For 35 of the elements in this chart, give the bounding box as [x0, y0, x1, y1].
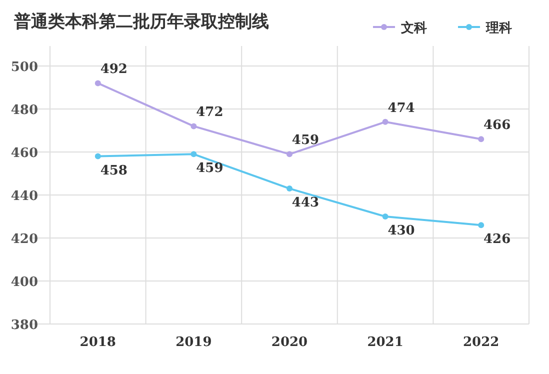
y-tick-label: 380	[10, 318, 38, 333]
point	[382, 118, 388, 125]
y-tick-label: 400	[10, 275, 38, 290]
data-label: 466	[484, 118, 511, 134]
point	[286, 151, 292, 158]
data-label: 458	[100, 163, 128, 178]
point	[94, 153, 101, 160]
legend-label: 文科	[400, 20, 427, 36]
data-label: 474	[388, 100, 415, 116]
point	[286, 186, 292, 192]
data-label: 443	[292, 196, 320, 211]
data-label: 426	[484, 232, 511, 248]
x-tick-label: 2019	[176, 335, 212, 350]
point	[94, 80, 101, 86]
data-label: 472	[196, 105, 224, 120]
y-tick-label: 440	[10, 189, 38, 204]
x-tick-label: 2020	[271, 335, 308, 350]
legend-label: 理科	[485, 21, 512, 36]
point	[478, 222, 484, 228]
data-label: 459	[196, 161, 224, 176]
x-tick-label: 2018	[80, 335, 116, 350]
data-label: 492	[100, 62, 128, 78]
data-label: 430	[388, 224, 415, 238]
x-tick-label: 2021	[367, 335, 404, 350]
y-tick-label: 500	[10, 60, 38, 75]
data-label: 459	[292, 133, 320, 148]
y-tick-label: 460	[10, 146, 38, 161]
point	[190, 123, 197, 130]
point	[382, 214, 388, 220]
y-tick-label: 480	[10, 103, 38, 118]
y-tick-label: 420	[10, 232, 38, 247]
x-tick-label: 2022	[463, 335, 500, 350]
point	[190, 151, 197, 158]
point	[478, 136, 484, 142]
chart-title: 普通类本科第二批历年录取控制线	[13, 11, 269, 32]
